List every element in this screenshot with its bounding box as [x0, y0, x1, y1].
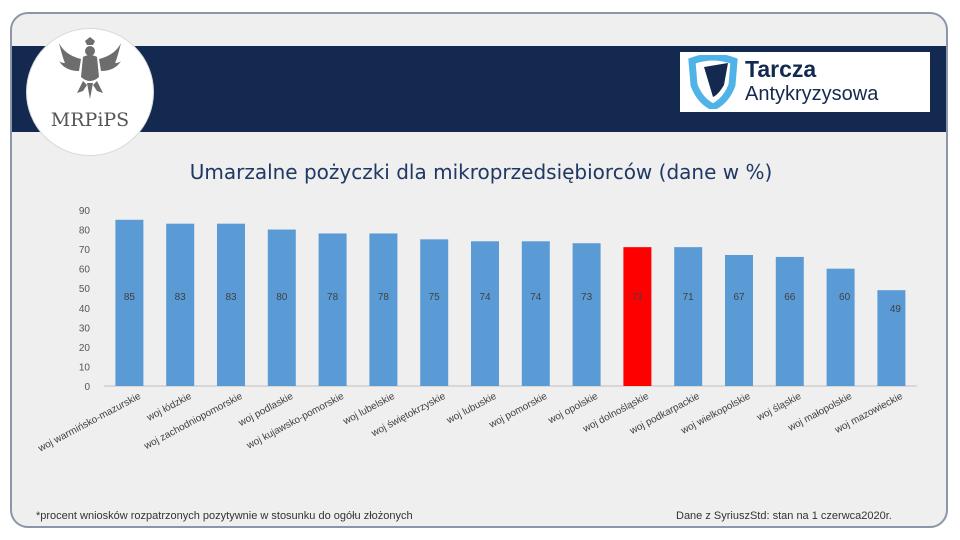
data-label: 73	[581, 292, 593, 303]
data-label: 83	[225, 292, 237, 303]
y-tick-label: 70	[79, 245, 91, 256]
bar	[877, 290, 906, 386]
tarcza-logo-subtitle: Antykryzysowa	[745, 83, 879, 105]
data-label: 74	[479, 292, 491, 303]
bar	[623, 247, 652, 386]
bar	[369, 233, 398, 386]
data-label: 67	[733, 292, 745, 303]
data-label: 66	[784, 292, 796, 303]
bar	[674, 247, 703, 386]
bar	[318, 233, 347, 386]
data-source: Dane z SyriuszStd: stan na 1 czerwca2020…	[676, 510, 892, 522]
footnote: *procent wniosków rozpatrzonych pozytywn…	[36, 510, 413, 522]
bar-chart: 0 10 20 30 40 50 60 70 80 90 85 woj warmińsko-mazur…	[36, 206, 917, 455]
mrpips-logo-text: MRPiPS	[50, 109, 130, 131]
x-tick-label: woj kujawsko-pomorskie	[244, 391, 346, 452]
y-tick-label: 0	[84, 382, 90, 393]
data-label: 83	[175, 292, 187, 303]
data-label: 78	[327, 292, 339, 303]
data-label: 71	[683, 292, 695, 303]
bar	[775, 256, 804, 386]
eagle-icon	[59, 37, 121, 99]
data-label: 85	[124, 292, 136, 303]
y-tick-label: 90	[79, 206, 91, 217]
x-tick-label: woj warmińsko-mazurskie	[36, 391, 144, 455]
slide: MRPiPS Tarcza Antykryzysowa Umarzalne po…	[10, 12, 948, 528]
data-label: 80	[276, 292, 288, 303]
bar	[471, 241, 499, 386]
data-label: 74	[530, 292, 542, 303]
y-tick-label: 20	[79, 343, 91, 354]
bar	[166, 223, 195, 386]
data-label: 75	[429, 292, 441, 303]
y-tick-label: 40	[79, 304, 91, 315]
bar	[217, 223, 245, 386]
y-tick-label: 50	[79, 284, 91, 295]
shield-icon	[688, 55, 738, 109]
y-tick-label: 10	[79, 362, 91, 373]
bar	[115, 219, 144, 386]
tarcza-logo: Tarcza Antykryzysowa	[680, 52, 930, 112]
y-tick-label: 30	[79, 323, 91, 334]
mrpips-logo: MRPiPS	[26, 28, 154, 156]
bar	[725, 254, 753, 386]
bar	[420, 239, 449, 386]
data-label: 49	[890, 304, 902, 315]
data-label: 71	[632, 292, 644, 303]
bar	[521, 241, 550, 386]
bar	[267, 229, 296, 386]
bar	[572, 243, 601, 386]
tarcza-logo-title: Tarcza	[745, 56, 817, 82]
data-label: 78	[378, 292, 390, 303]
data-label: 60	[839, 292, 851, 303]
chart-title: Umarzalne pożyczki dla mikroprzedsiębior…	[189, 160, 773, 184]
y-tick-label: 60	[79, 265, 91, 276]
bar	[826, 268, 855, 386]
y-tick-label: 80	[79, 226, 91, 237]
